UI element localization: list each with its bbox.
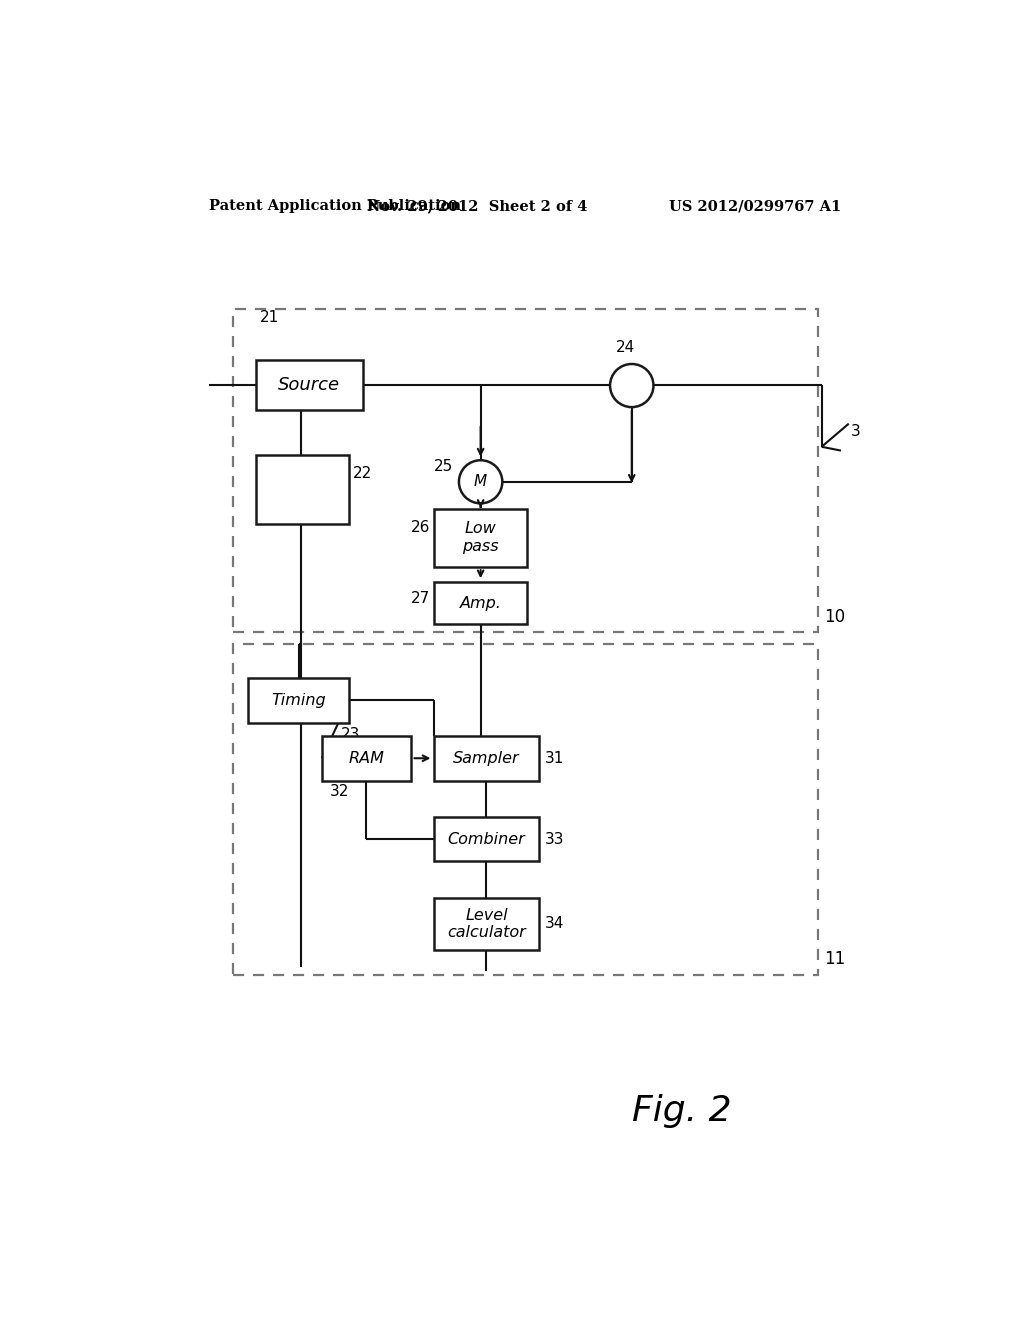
Text: Patent Application Publication: Patent Application Publication: [209, 199, 462, 213]
Text: 10: 10: [824, 607, 845, 626]
Text: RAM: RAM: [348, 751, 384, 766]
Text: Amp.: Amp.: [460, 595, 502, 611]
Text: 24: 24: [616, 339, 636, 355]
Text: 27: 27: [411, 591, 430, 606]
Text: Low
pass: Low pass: [462, 521, 499, 554]
Text: 33: 33: [545, 832, 564, 846]
Text: Sampler: Sampler: [454, 751, 520, 766]
Text: 34: 34: [545, 916, 564, 932]
Text: Level
calculator: Level calculator: [447, 908, 525, 940]
Text: Source: Source: [279, 376, 340, 395]
Bar: [434, 898, 539, 950]
Text: US 2012/0299767 A1: US 2012/0299767 A1: [669, 199, 841, 213]
Text: 32: 32: [330, 784, 349, 800]
Bar: [434, 737, 539, 780]
Text: M: M: [474, 474, 487, 490]
Bar: [434, 582, 527, 624]
Text: Combiner: Combiner: [447, 832, 525, 846]
Text: 31: 31: [545, 751, 564, 766]
Bar: [232, 309, 818, 632]
Text: 23: 23: [341, 726, 360, 742]
Text: 22: 22: [352, 466, 372, 482]
Bar: [322, 737, 411, 780]
Text: 26: 26: [411, 520, 430, 536]
Bar: [434, 817, 539, 862]
Circle shape: [459, 461, 503, 503]
Bar: [256, 455, 349, 524]
Text: 11: 11: [824, 950, 845, 968]
Bar: [232, 644, 818, 974]
Bar: [248, 678, 349, 723]
Bar: [434, 508, 527, 566]
Text: 3: 3: [851, 424, 861, 438]
Text: Fig. 2: Fig. 2: [632, 1094, 731, 1129]
Circle shape: [610, 364, 653, 407]
Text: 21: 21: [260, 310, 279, 326]
Text: Timing: Timing: [271, 693, 326, 708]
Text: Nov. 29, 2012  Sheet 2 of 4: Nov. 29, 2012 Sheet 2 of 4: [367, 199, 587, 213]
Bar: [256, 360, 362, 411]
Text: 25: 25: [434, 459, 454, 474]
